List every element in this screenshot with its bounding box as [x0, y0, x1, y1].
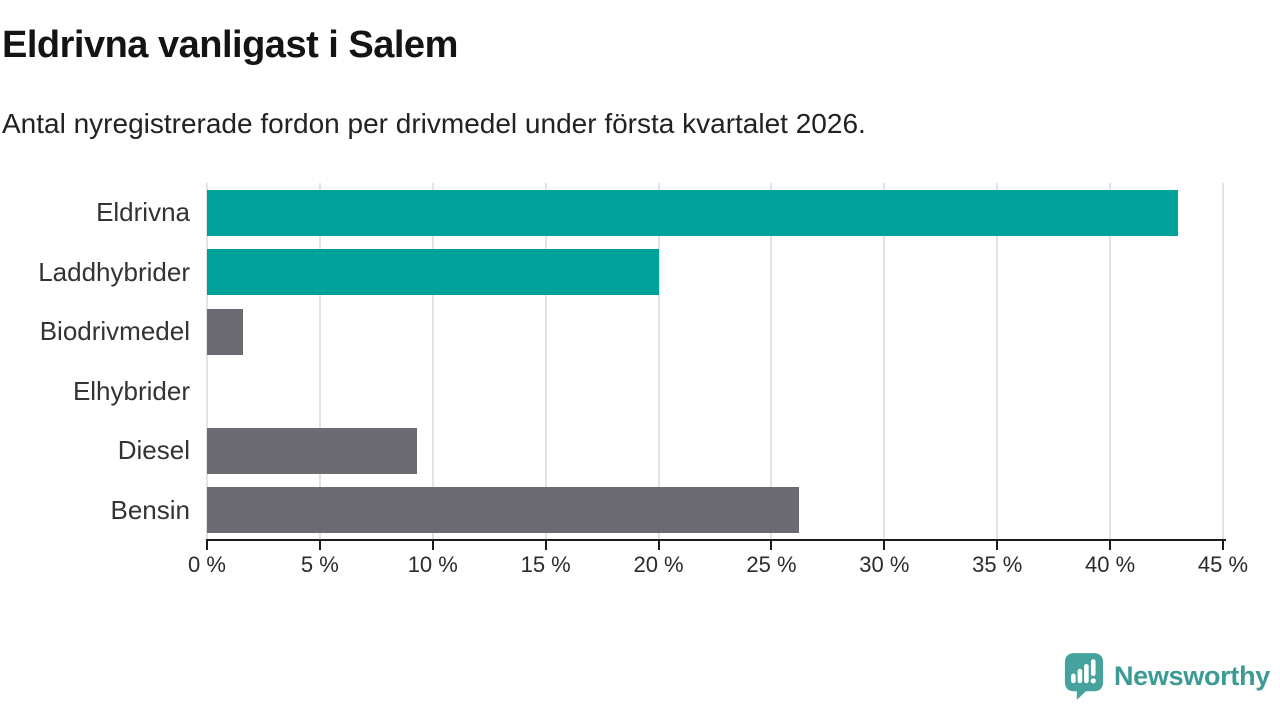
- gridline: [996, 183, 999, 540]
- x-tick-mark: [206, 541, 208, 550]
- gridline: [883, 183, 886, 540]
- category-label: Laddhybrider: [38, 256, 190, 287]
- logo-text: Newsworthy: [1113, 660, 1270, 691]
- category-label: Eldrivna: [96, 197, 190, 228]
- gridline: [770, 183, 773, 540]
- bar-row: [207, 421, 1223, 481]
- x-tick-mark: [883, 541, 886, 550]
- x-tick-label: 25 %: [746, 552, 797, 577]
- x-tick-label: 15 %: [520, 552, 571, 577]
- x-tick-label: 10 %: [407, 552, 458, 577]
- gridline: [431, 183, 434, 540]
- x-tick-label: 5 %: [300, 552, 339, 577]
- bar-biodrivmedel: [207, 308, 244, 355]
- x-tick-label: 35 %: [972, 552, 1023, 577]
- x-tick-label: 30 %: [859, 552, 910, 577]
- x-tick-label: 40 %: [1085, 552, 1136, 577]
- gridline: [657, 183, 660, 540]
- plot-area: [206, 183, 1224, 541]
- bar-diesel: [207, 427, 417, 474]
- bar-eldrivna: [207, 189, 1178, 236]
- x-tick-mark: [1109, 541, 1112, 550]
- category-label: Diesel: [117, 435, 190, 466]
- newsworthy-speech-bubble-bar-chart-icon: [1064, 653, 1104, 700]
- bar-row: [207, 243, 1223, 303]
- x-axis-line: [206, 539, 1226, 541]
- chart-title: Eldrivna vanligast i Salem: [2, 24, 458, 66]
- bar-row: [207, 183, 1223, 243]
- category-axis-labels: Eldrivna Laddhybrider Biodrivmedel Elhybrid…: [0, 183, 190, 540]
- x-tick-label: 20 %: [633, 552, 684, 577]
- category-label: Bensin: [110, 494, 191, 525]
- x-tick-mark: [996, 541, 999, 550]
- gridline: [206, 183, 208, 540]
- newsworthy-logo: Newsworthy: [1063, 651, 1270, 701]
- x-tick-mark: [544, 541, 547, 550]
- x-tick-label: 45 %: [1197, 552, 1249, 577]
- category-label: Elhybrider: [72, 375, 190, 406]
- gridline: [1222, 183, 1224, 540]
- chart-subtitle: Antal nyregistrerade fordon per drivmede…: [2, 108, 866, 139]
- x-tick-mark: [1222, 541, 1224, 550]
- x-tick-mark: [431, 541, 434, 550]
- gridline: [1109, 183, 1112, 540]
- bar-row: [207, 481, 1223, 541]
- bar-row: [207, 302, 1223, 362]
- x-tick-mark: [657, 541, 660, 550]
- category-label: Biodrivmedel: [39, 316, 190, 347]
- bar-row: [207, 362, 1223, 422]
- gridline: [544, 183, 547, 540]
- x-tick-mark: [318, 541, 321, 550]
- x-tick-label: 0 %: [188, 552, 226, 577]
- x-tick-mark: [770, 541, 773, 550]
- bar-bensin: [207, 487, 799, 534]
- gridline: [318, 183, 321, 540]
- bar-laddhybrider: [207, 249, 659, 296]
